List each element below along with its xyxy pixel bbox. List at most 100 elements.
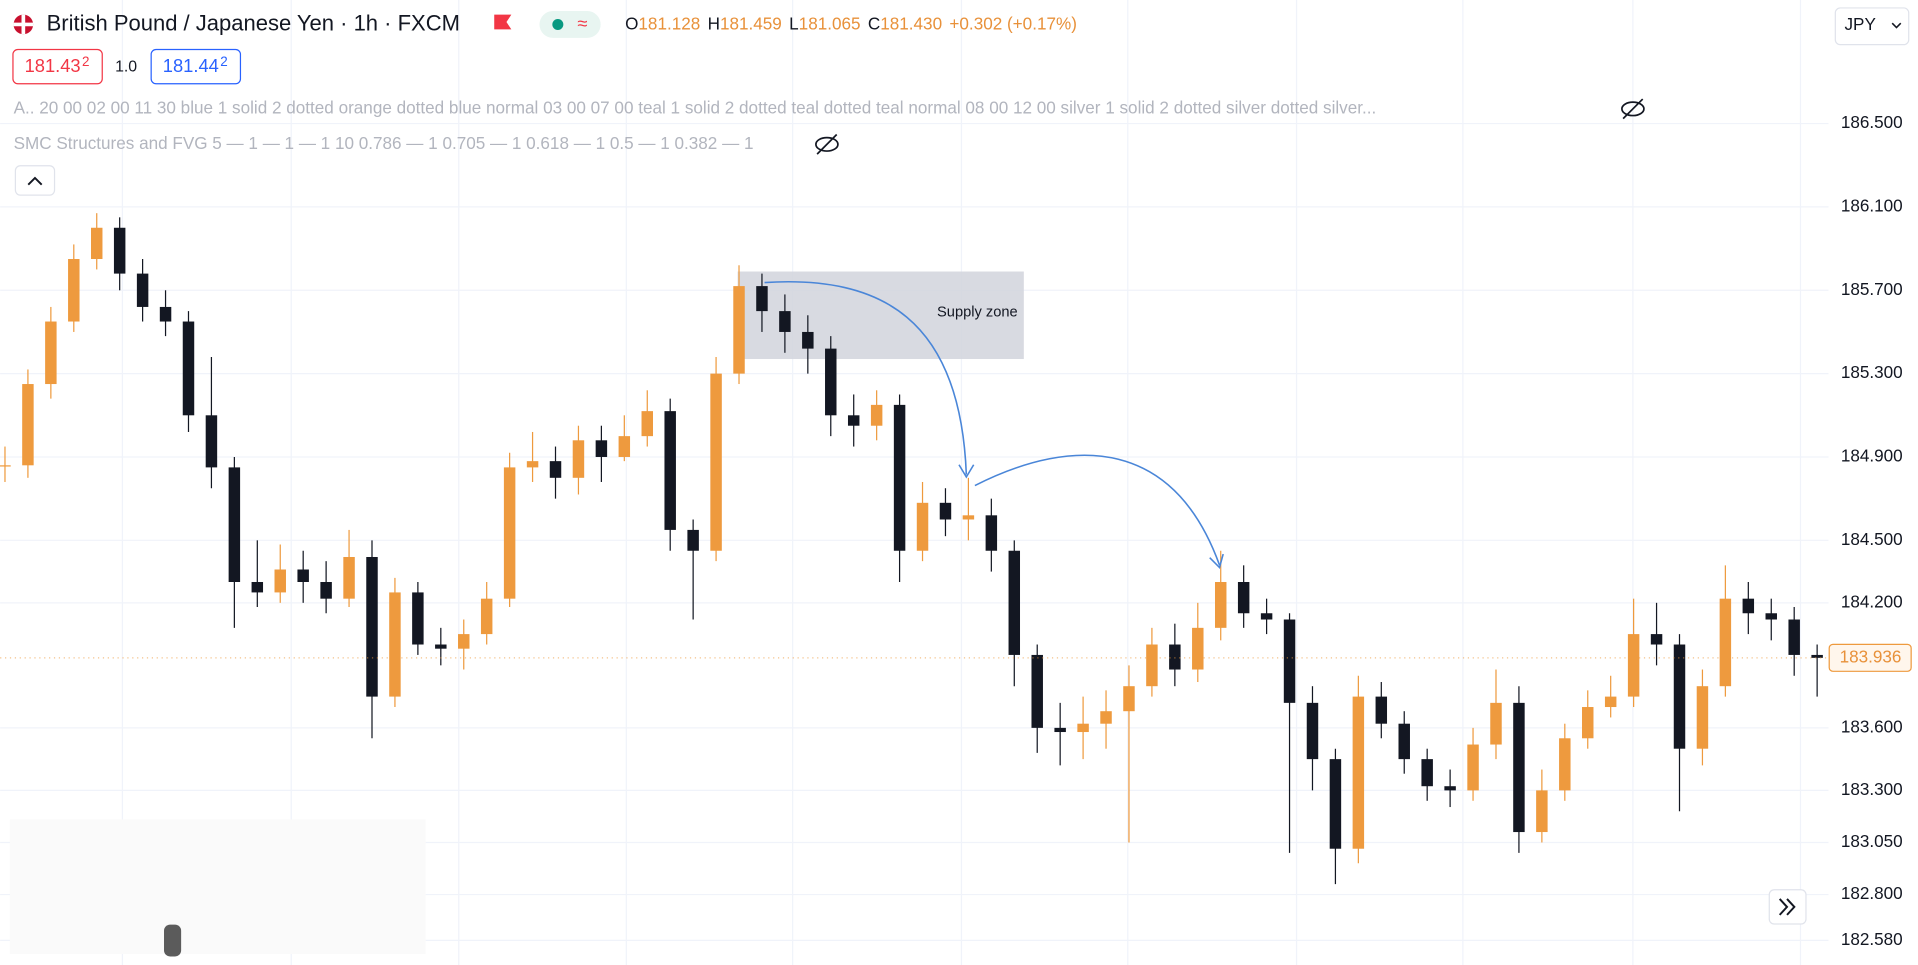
ohlc-value: 181.128 — [638, 14, 700, 33]
y-tick-label: 185.300 — [1841, 363, 1903, 382]
arrow — [764, 281, 968, 475]
candle-body — [1444, 786, 1456, 791]
candle-body — [549, 461, 562, 478]
candle-body — [687, 529, 699, 551]
candle-body — [45, 321, 57, 385]
y-tick-label: 184.500 — [1841, 530, 1903, 549]
candle-body — [159, 306, 172, 322]
candle-body — [435, 644, 447, 649]
candle-body — [1260, 613, 1273, 620]
candle-body — [710, 373, 722, 551]
candle-body — [893, 404, 906, 551]
candle-body — [1604, 696, 1617, 708]
candle-body — [320, 582, 332, 599]
candle-body — [1490, 702, 1502, 745]
status-dot — [552, 18, 564, 30]
candle-body — [0, 465, 11, 467]
ohlc-letter: L — [789, 14, 799, 33]
candle-body — [1673, 644, 1686, 749]
candle-body — [251, 582, 264, 593]
candle-body — [274, 569, 286, 593]
candle-body — [1627, 634, 1640, 697]
candle-body — [1513, 702, 1525, 833]
y-tick-label: 182.580 — [1841, 930, 1903, 949]
currency: JPY — [1845, 15, 1877, 34]
candle-body — [572, 440, 585, 478]
y-tick-label: 183.600 — [1841, 717, 1903, 736]
watermark — [9, 819, 426, 954]
axis-labels: 186.500 186.100 185.700 185.300 184.900 184.5… — [1828, 113, 1912, 949]
candle-body — [1650, 634, 1663, 645]
currency-button[interactable] — [1834, 7, 1910, 46]
sell-button[interactable] — [12, 48, 103, 85]
y-tick-label: 186.100 — [1841, 196, 1903, 215]
candle-body — [1283, 619, 1296, 703]
collapse-chevron — [27, 176, 43, 186]
candle-body — [939, 502, 952, 520]
ohlc: O181.128 H181.459 L181.065 C181.430 +0.302 (… — [625, 14, 1077, 33]
y-tick-label: 183.300 — [1841, 780, 1903, 799]
y-tick-label: 182.800 — [1841, 884, 1903, 903]
candle-body — [733, 286, 745, 374]
candle-body — [1811, 654, 1823, 658]
candle-body — [1719, 598, 1732, 687]
y-tick-label: 184.200 — [1841, 592, 1903, 611]
candle-body — [113, 227, 126, 274]
ohlc-letter: H — [708, 14, 720, 33]
status-wave: ≈ — [577, 12, 587, 33]
candle-body — [1237, 582, 1250, 614]
buy-price: 181.44 — [163, 55, 219, 76]
candle-body — [1306, 702, 1319, 760]
collapse-button[interactable] — [14, 165, 56, 196]
scroll-icon — [1778, 898, 1796, 916]
candle-body — [480, 598, 493, 635]
ohlc-value: 181.065 — [799, 14, 861, 33]
candle-body — [22, 384, 34, 466]
buy-pip: 2 — [220, 54, 227, 69]
candle-body — [1398, 723, 1410, 760]
arrow — [974, 454, 1221, 566]
hidden-eye[interactable] — [815, 133, 839, 155]
candle-body — [90, 227, 103, 260]
zone-label: Supply zone — [937, 305, 1018, 321]
candle-body — [1559, 738, 1571, 791]
candle-body — [297, 569, 309, 583]
indicator-label[interactable]: SMC Structures and FVG 5 — 1 — 1 — 1 10 … — [14, 134, 754, 153]
candle-body — [1765, 613, 1777, 620]
candle-body — [1169, 644, 1181, 670]
candle-body — [1077, 723, 1089, 733]
candle-body — [1054, 727, 1066, 733]
currency-chevron — [1891, 22, 1902, 29]
candle-body — [1352, 696, 1365, 849]
candle-body — [1192, 627, 1204, 670]
candle-body — [1123, 686, 1135, 712]
ohlc-letter: C — [868, 14, 880, 33]
indicator-label[interactable]: A.. 20 00 02 00 11 30 blue 1 solid 2 dot… — [14, 98, 1377, 117]
spread: 1.0 — [115, 58, 137, 75]
candle-body — [1742, 598, 1755, 614]
hidden-eye[interactable] — [1621, 98, 1645, 120]
candle-body — [1008, 550, 1021, 655]
buy-button[interactable] — [150, 48, 242, 85]
candle-body — [1788, 619, 1800, 655]
candle-body — [916, 502, 929, 551]
candle-body — [1329, 759, 1342, 849]
y-tick-label: 184.900 — [1841, 446, 1903, 465]
candle-body — [182, 321, 195, 416]
candle-body — [641, 411, 653, 437]
flag-cross — [13, 14, 34, 35]
candle-body — [1146, 644, 1158, 687]
candle-body — [228, 467, 241, 583]
arrow-head — [1209, 553, 1224, 570]
sell-price: 181.43 — [25, 55, 81, 76]
candle-body — [1214, 582, 1227, 628]
change: +0.302 (+0.17%) — [949, 14, 1076, 33]
flag-marker[interactable] — [494, 14, 512, 30]
status-pill[interactable] — [539, 11, 601, 38]
candle-body — [526, 461, 539, 468]
candle-body — [343, 556, 355, 599]
candle-body — [1467, 744, 1479, 791]
y-tick-label: 186.500 — [1841, 113, 1903, 132]
